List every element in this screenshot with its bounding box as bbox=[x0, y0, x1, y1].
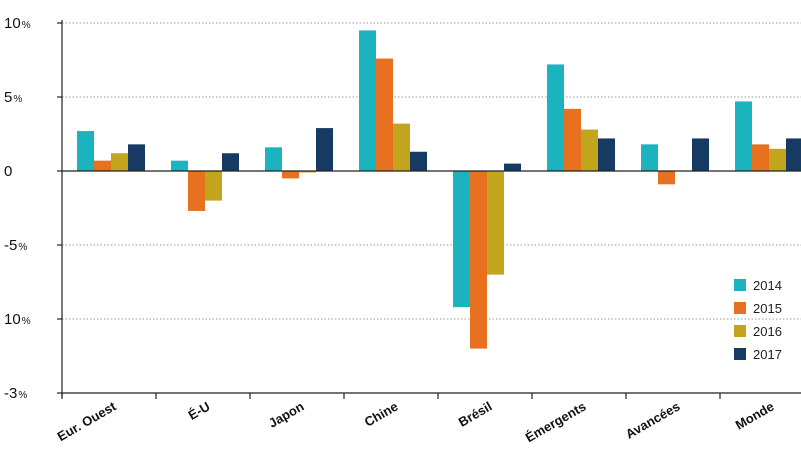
bar-2014 bbox=[453, 171, 470, 308]
bar-2016 bbox=[111, 153, 128, 171]
category-label: Japon bbox=[266, 399, 307, 431]
y-tick-value: 10 bbox=[4, 15, 21, 32]
y-tick-unit: % bbox=[22, 316, 31, 327]
y-tick-label: 10% bbox=[4, 15, 31, 32]
bar-2017 bbox=[692, 138, 709, 171]
bar-2014 bbox=[735, 101, 752, 171]
y-tick-unit: % bbox=[13, 94, 22, 105]
bar-2016 bbox=[299, 171, 316, 173]
category-label: Monde bbox=[733, 399, 777, 433]
bar-2016 bbox=[393, 123, 410, 171]
bar-2014 bbox=[265, 147, 282, 171]
bar-2017 bbox=[222, 153, 239, 171]
y-tick-unit: % bbox=[18, 242, 27, 253]
bar-2017 bbox=[598, 138, 615, 171]
bars bbox=[77, 30, 801, 349]
legend: 2014 2015 2016 2017 bbox=[734, 278, 782, 362]
bar-2015 bbox=[752, 144, 769, 171]
category-label: Chine bbox=[362, 399, 401, 430]
bar-2015 bbox=[282, 171, 299, 179]
bar-2016 bbox=[769, 148, 786, 171]
legend-label: 2017 bbox=[753, 347, 782, 362]
y-tick-value: -5 bbox=[4, 237, 17, 254]
y-tick-unit: % bbox=[22, 20, 31, 31]
bar-2015 bbox=[658, 171, 675, 185]
axes bbox=[57, 20, 801, 399]
y-tick-unit: % bbox=[18, 390, 27, 401]
y-tick-value: 10 bbox=[4, 311, 21, 328]
y-tick-value: 5 bbox=[4, 89, 12, 106]
category-label: É-U bbox=[186, 399, 213, 423]
bar-2017 bbox=[316, 128, 333, 171]
bar-2014 bbox=[641, 144, 658, 171]
bar-2015 bbox=[188, 171, 205, 211]
bar-2015 bbox=[376, 58, 393, 171]
category-label: Brésil bbox=[456, 399, 495, 430]
bar-2014 bbox=[171, 160, 188, 171]
bar-2017 bbox=[128, 144, 145, 171]
legend-label: 2016 bbox=[753, 324, 782, 339]
bar-2017 bbox=[786, 138, 801, 171]
bar-2014 bbox=[77, 131, 94, 171]
y-tick-label: 10% bbox=[4, 311, 31, 328]
bar-2014 bbox=[359, 30, 376, 172]
category-label: Avancées bbox=[623, 399, 683, 442]
y-tick-label: 0 bbox=[4, 163, 12, 180]
bar-2017 bbox=[410, 151, 427, 171]
legend-label: 2014 bbox=[753, 278, 782, 293]
bar-2015 bbox=[94, 160, 111, 171]
legend-swatch bbox=[734, 279, 746, 291]
category-label: Eur. Ouest bbox=[55, 398, 119, 444]
bar-2016 bbox=[581, 129, 598, 171]
legend-swatch bbox=[734, 302, 746, 314]
bar-2014 bbox=[547, 64, 564, 171]
y-tick-label: 5% bbox=[4, 89, 22, 106]
gridlines bbox=[62, 22, 801, 320]
bar-2017 bbox=[504, 163, 521, 171]
y-tick-label: -3% bbox=[4, 385, 27, 402]
legend-label: 2015 bbox=[753, 301, 782, 316]
legend-swatch bbox=[734, 325, 746, 337]
y-tick-value: -3 bbox=[4, 385, 17, 402]
y-tick-labels: 10%5%0-5%10%-3% bbox=[4, 15, 31, 402]
bar-2015 bbox=[470, 171, 487, 349]
bar-2016 bbox=[205, 171, 222, 201]
legend-swatch bbox=[734, 348, 746, 360]
x-category-labels: Eur. Ouest É-U Japon Chine Brésil Émergents Av… bbox=[55, 398, 777, 445]
bar-2015 bbox=[564, 108, 581, 171]
y-tick-label: -5% bbox=[4, 237, 27, 254]
category-label: Émergents bbox=[523, 399, 589, 446]
bar-2016 bbox=[487, 171, 504, 275]
y-tick-value: 0 bbox=[4, 163, 12, 180]
